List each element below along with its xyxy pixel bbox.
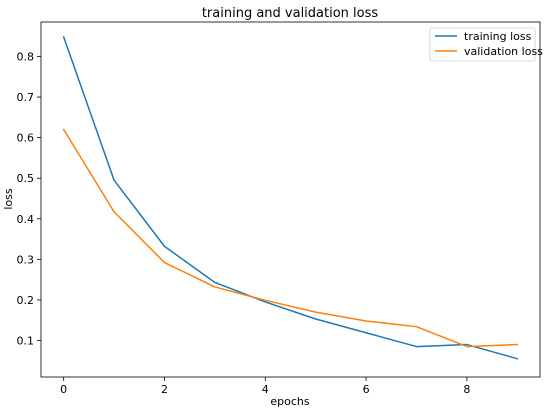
y-tick-label: 0.3 bbox=[17, 253, 35, 266]
y-tick-label: 0.7 bbox=[17, 91, 35, 104]
y-tick-label: 0.4 bbox=[17, 213, 35, 226]
y-tick-label: 0.5 bbox=[17, 172, 35, 185]
x-tick-label: 0 bbox=[60, 383, 67, 396]
series-layer bbox=[62, 36, 519, 360]
x-tick-label: 2 bbox=[161, 383, 168, 396]
plot-area bbox=[41, 22, 540, 377]
x-axis: 0 2 4 6 8 bbox=[60, 377, 470, 396]
chart-title: training and validation loss bbox=[202, 6, 379, 21]
y-tick-label: 0.2 bbox=[17, 294, 35, 307]
x-axis-label: epochs bbox=[270, 395, 309, 408]
y-tick-label: 0.6 bbox=[17, 132, 35, 145]
legend-label-training: training loss bbox=[464, 30, 532, 43]
y-axis: 0.1 0.2 0.3 0.4 0.5 0.6 0.7 0.8 bbox=[17, 50, 41, 347]
validation-loss-line bbox=[62, 128, 519, 348]
plot-frame bbox=[40, 21, 541, 378]
x-tick-label: 8 bbox=[463, 383, 470, 396]
y-tick-label: 0.8 bbox=[17, 50, 35, 63]
x-tick-label: 6 bbox=[363, 383, 370, 396]
y-tick-label: 0.1 bbox=[17, 334, 35, 347]
legend: training loss validation loss bbox=[429, 27, 543, 62]
y-axis-label: loss bbox=[2, 188, 15, 210]
x-tick-label: 4 bbox=[262, 383, 269, 396]
training-loss-line bbox=[62, 36, 519, 360]
legend-label-validation: validation loss bbox=[464, 45, 543, 58]
